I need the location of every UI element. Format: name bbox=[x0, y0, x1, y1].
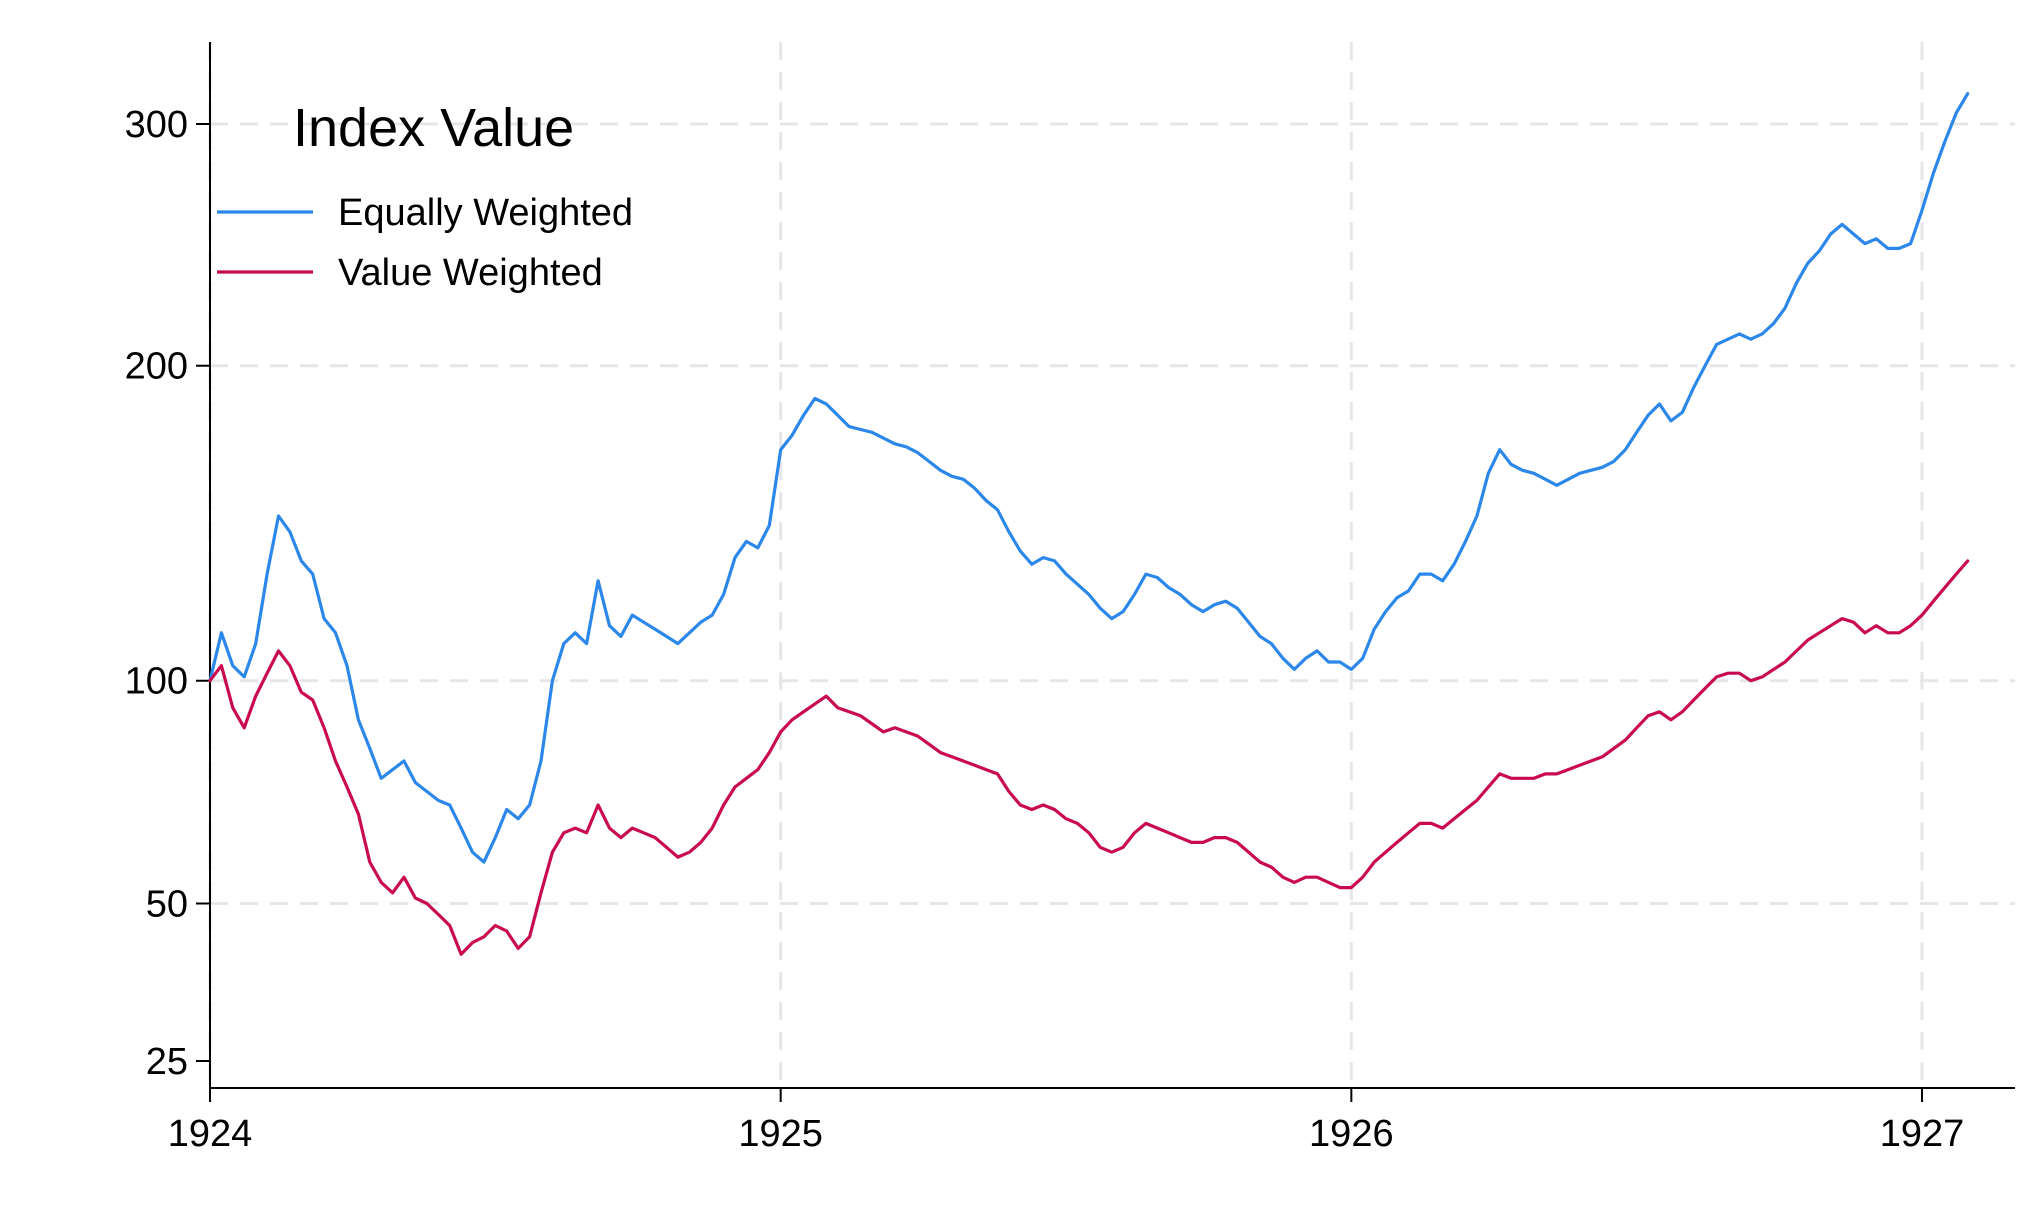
legend-title: Index Value bbox=[293, 98, 574, 158]
y-tick-label: 100 bbox=[125, 661, 188, 703]
x-tick-label: 1926 bbox=[1309, 1113, 1394, 1155]
y-tick-label: 50 bbox=[146, 883, 188, 925]
series-line-equally-weighted bbox=[208, 92, 1970, 864]
x-tick-label: 1927 bbox=[1880, 1113, 1965, 1155]
y-tick-label: 200 bbox=[125, 346, 188, 388]
series-line-value-weighted bbox=[208, 559, 1970, 956]
x-tick-label: 1924 bbox=[168, 1113, 253, 1155]
legend: Index Value Equally Weighted Value Weighte… bbox=[217, 98, 633, 294]
legend-label: Equally Weighted bbox=[338, 192, 633, 234]
axes: 25 50 100 200 300 1924 1925 1926 1927 bbox=[125, 42, 2015, 1155]
y-tick-label: 25 bbox=[146, 1041, 188, 1083]
series-lines bbox=[208, 92, 1970, 956]
legend-label: Value Weighted bbox=[338, 252, 603, 294]
y-tick-label: 300 bbox=[125, 104, 188, 146]
x-tick-label: 1925 bbox=[738, 1113, 823, 1155]
